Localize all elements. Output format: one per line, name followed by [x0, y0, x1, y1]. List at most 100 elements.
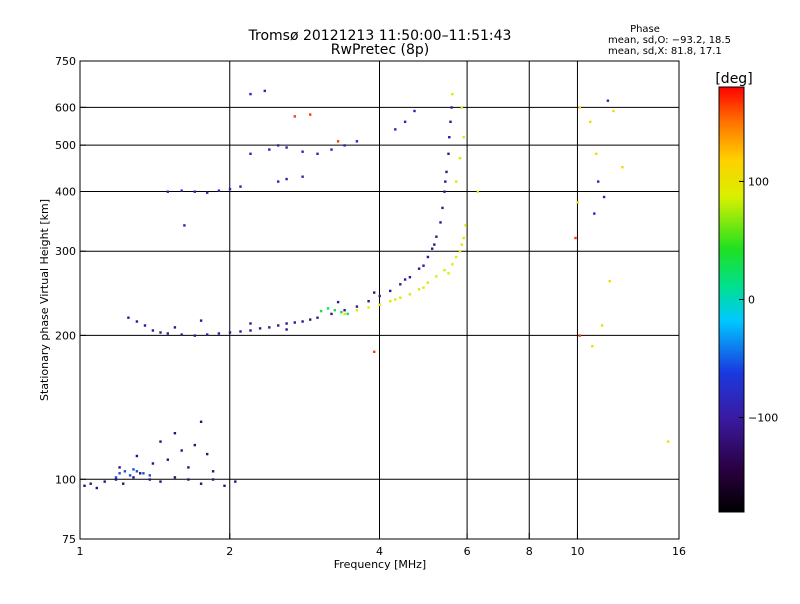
- data-point: [118, 466, 121, 469]
- data-point: [426, 281, 430, 284]
- data-point: [462, 136, 465, 139]
- data-point: [142, 472, 145, 475]
- data-point: [193, 334, 196, 337]
- data-point: [206, 333, 209, 336]
- y-tick-label: 100: [55, 473, 76, 486]
- data-point: [249, 329, 252, 332]
- y-tick-label: 600: [55, 101, 76, 114]
- data-point: [431, 247, 434, 250]
- data-point: [319, 309, 323, 313]
- data-point: [316, 316, 319, 319]
- data-point: [612, 109, 615, 113]
- data-point: [606, 99, 610, 102]
- series-group: [114, 468, 151, 479]
- data-point: [343, 144, 346, 147]
- data-point: [608, 279, 611, 283]
- y-tick-label: 300: [55, 245, 76, 258]
- data-points: [83, 89, 670, 490]
- data-point: [602, 195, 606, 199]
- data-point: [187, 478, 190, 481]
- y-tick-label: 75: [62, 533, 76, 546]
- phase-heading: Phase: [630, 24, 660, 35]
- data-point: [458, 250, 462, 253]
- colorbar: [deg] 100 0 −100: [715, 71, 778, 513]
- data-point: [135, 470, 139, 473]
- y-tick-label: 400: [55, 185, 76, 198]
- data-point: [435, 275, 438, 278]
- data-point: [462, 236, 465, 240]
- data-point: [228, 331, 232, 334]
- colorbar-tick-label: 0: [748, 294, 755, 307]
- data-point: [277, 144, 280, 147]
- data-point: [148, 474, 151, 477]
- data-point: [268, 326, 271, 329]
- data-point: [422, 264, 425, 267]
- x-tick-label: 4: [376, 545, 383, 558]
- x-tick-label: 1: [77, 545, 84, 558]
- data-point: [114, 476, 118, 479]
- data-point: [399, 296, 402, 299]
- data-point: [600, 324, 604, 327]
- data-point: [326, 307, 330, 310]
- data-point: [417, 288, 421, 291]
- data-point: [83, 484, 86, 487]
- data-point: [285, 328, 288, 331]
- data-point: [373, 350, 376, 353]
- data-point: [159, 440, 162, 443]
- data-point: [433, 243, 436, 246]
- data-point: [591, 345, 594, 348]
- data-point: [378, 303, 381, 306]
- data-point: [367, 306, 370, 309]
- data-point: [193, 190, 196, 193]
- data-point: [413, 109, 416, 113]
- data-point: [330, 148, 333, 151]
- data-point: [426, 255, 430, 259]
- data-point: [123, 470, 127, 473]
- data-point: [336, 300, 340, 304]
- data-point: [422, 286, 425, 289]
- data-point: [293, 321, 296, 324]
- data-point: [211, 478, 215, 481]
- data-point: [378, 294, 381, 298]
- y-tick-label: 750: [55, 55, 76, 68]
- series-group: [576, 106, 670, 443]
- data-point: [293, 115, 296, 118]
- data-point: [180, 333, 183, 336]
- data-point: [95, 486, 98, 490]
- data-point: [173, 432, 177, 435]
- data-point: [135, 454, 139, 458]
- chart-title: Tromsø 20121213 11:50:00–11:51:43: [248, 28, 512, 44]
- data-point: [666, 440, 670, 443]
- data-point: [450, 106, 453, 109]
- data-point: [258, 327, 262, 330]
- data-point: [89, 482, 92, 485]
- data-point: [180, 189, 183, 192]
- data-point: [143, 324, 147, 327]
- data-point: [455, 255, 458, 259]
- x-tick-label: 2: [226, 545, 233, 558]
- x-tick-label: 10: [570, 545, 584, 558]
- data-point: [435, 235, 438, 238]
- data-point: [439, 221, 442, 224]
- data-point: [355, 309, 359, 312]
- data-point: [211, 470, 215, 473]
- data-point: [343, 309, 346, 312]
- gridlines: [80, 61, 679, 539]
- data-point: [187, 466, 190, 469]
- data-point: [128, 474, 132, 477]
- data-point: [595, 152, 598, 155]
- data-point: [301, 175, 304, 178]
- data-point: [239, 185, 242, 188]
- series-group: [293, 113, 581, 353]
- data-point: [159, 331, 162, 334]
- data-point: [199, 319, 203, 322]
- data-point: [451, 92, 454, 96]
- data-point: [444, 180, 447, 183]
- data-point: [139, 472, 142, 475]
- data-point: [217, 189, 221, 192]
- data-point: [460, 243, 463, 246]
- data-point: [443, 190, 446, 193]
- data-point: [103, 480, 106, 483]
- data-point: [408, 276, 412, 279]
- colorbar-ticks: 100 0 −100: [739, 175, 778, 425]
